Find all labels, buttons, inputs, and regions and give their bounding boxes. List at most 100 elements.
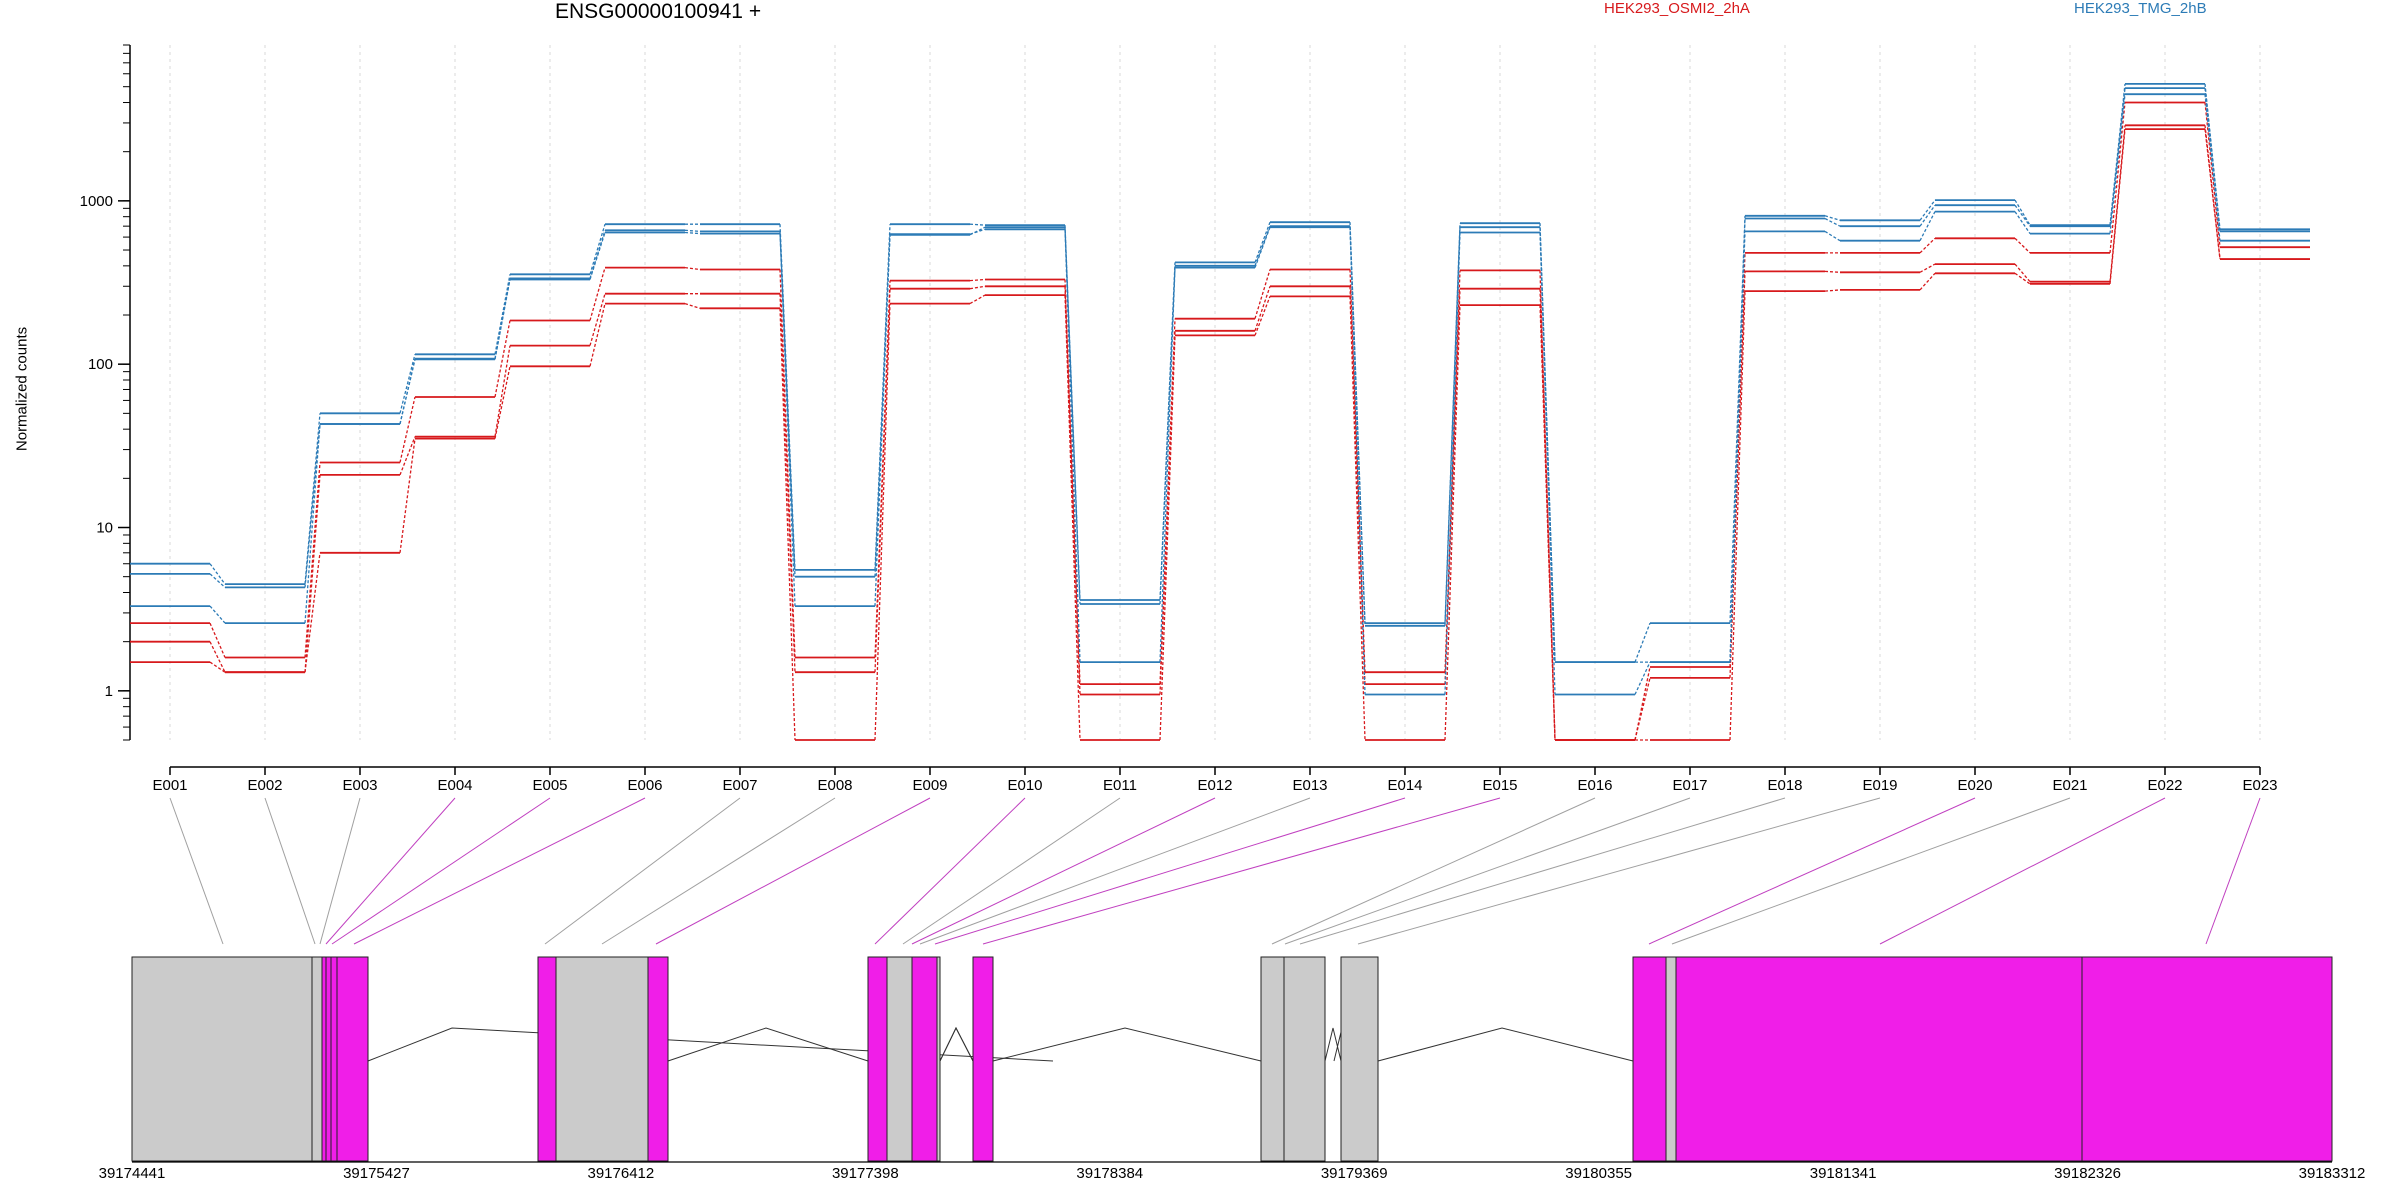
- x-tick-label: E007: [722, 777, 757, 794]
- exon-box: [2081, 956, 2333, 1162]
- series-segments: [130, 124, 2310, 741]
- series-segments: [130, 128, 2310, 741]
- exon-box: [972, 956, 994, 1162]
- x-tick-label: E013: [1292, 777, 1327, 794]
- exon-connector: [655, 797, 931, 945]
- x-tick-label: E023: [2242, 777, 2277, 794]
- exon-connector: [902, 797, 1121, 945]
- exon-connector: [1357, 797, 1881, 945]
- exon-connector: [353, 797, 646, 945]
- x-tick-label: E008: [817, 777, 852, 794]
- exon-connector: [911, 797, 1216, 945]
- x-tick-label: E018: [1767, 777, 1802, 794]
- exon-box: [537, 956, 557, 1162]
- x-tick-label: E020: [1957, 777, 1992, 794]
- series-segments: [130, 93, 2310, 696]
- exon-box: [555, 956, 649, 1162]
- genomic-coordinate-label: 39175427: [343, 1165, 410, 1182]
- exon-box: [325, 956, 332, 1162]
- exon-connector: [319, 797, 361, 945]
- exon-box: [911, 956, 938, 1162]
- x-tick-label: E012: [1197, 777, 1232, 794]
- exon-connector: [919, 797, 1311, 945]
- exon-connector: [169, 797, 224, 945]
- exon-box: [647, 956, 669, 1162]
- x-tick-label: E021: [2052, 777, 2087, 794]
- exon-box: [1340, 956, 1379, 1162]
- genomic-coordinate-label: 39174441: [99, 1165, 166, 1182]
- y-axis-label: Normalized counts: [13, 326, 31, 452]
- chart-title: ENSG00000100941 +: [555, 0, 762, 23]
- series-line: [130, 87, 2310, 663]
- intron-line: [1324, 1027, 1342, 1062]
- exon-box: [1283, 956, 1326, 1162]
- exon-box: [321, 956, 327, 1162]
- exon-box: [867, 956, 888, 1162]
- genomic-coordinate-label: 39178384: [1076, 1165, 1143, 1182]
- series-segments: [130, 101, 2310, 741]
- exon-connector: [325, 797, 456, 945]
- genomic-coordinate-label: 39176412: [588, 1165, 655, 1182]
- genomic-coordinate-label: 39182326: [2054, 1165, 2121, 1182]
- exon-connector: [1271, 797, 1596, 945]
- x-tick-label: E003: [342, 777, 377, 794]
- exon-connector: [601, 797, 836, 945]
- x-tick-label: E009: [912, 777, 947, 794]
- x-tick-label: E022: [2147, 777, 2182, 794]
- intron-line: [992, 1027, 1262, 1062]
- exon-box: [1675, 956, 2083, 1162]
- intron-line: [1377, 1027, 1634, 1062]
- legend-osmi: HEK293_OSMI2_2hA: [1604, 0, 1750, 17]
- x-tick-label: E002: [247, 777, 282, 794]
- exon-connector: [1671, 797, 2071, 945]
- series-connectors: [209, 125, 2221, 741]
- series-connectors: [209, 102, 2221, 741]
- x-tick-label: E016: [1577, 777, 1612, 794]
- exon-connector: [934, 797, 1406, 945]
- series-line: [130, 101, 2310, 741]
- x-tick-label: E011: [1103, 777, 1137, 794]
- series-line: [130, 93, 2310, 696]
- genomic-coordinate-label: 39177398: [832, 1165, 899, 1182]
- series-line: [130, 128, 2310, 741]
- series-connectors: [209, 83, 2221, 663]
- series-segments: [130, 87, 2310, 663]
- legend-tmg: HEK293_TMG_2hB: [2074, 0, 2207, 17]
- exon-box: [311, 956, 323, 1162]
- exon-connector: [1648, 797, 1976, 945]
- x-tick-label: E017: [1672, 777, 1707, 794]
- exon-connector: [1284, 797, 1691, 945]
- exon-box: [1665, 956, 1677, 1162]
- y-tick-label: 1: [105, 683, 113, 700]
- exon-box: [936, 956, 941, 1162]
- exon-box: [886, 956, 913, 1162]
- x-tick-label: E006: [627, 777, 662, 794]
- exon-connector: [982, 797, 1501, 945]
- x-tick-label: E015: [1482, 777, 1517, 794]
- series-connectors: [209, 94, 2221, 695]
- series-segments: [130, 83, 2310, 663]
- y-tick-label: 1000: [80, 193, 113, 210]
- exon-box: [336, 956, 369, 1162]
- exon-box: [1632, 956, 1667, 1162]
- genomic-coordinate-label: 39179369: [1321, 1165, 1388, 1182]
- genomic-coordinate-label: 39180355: [1565, 1165, 1632, 1182]
- x-tick-label: E004: [437, 777, 472, 794]
- y-tick-label: 100: [88, 356, 113, 373]
- exon-connector: [874, 797, 1026, 945]
- intron-line: [367, 1027, 1054, 1062]
- intron-line: [667, 1027, 869, 1062]
- x-tick-label: E005: [532, 777, 567, 794]
- exon-connector: [2205, 797, 2261, 945]
- exon-connector: [1879, 797, 2166, 945]
- x-tick-label: E014: [1387, 777, 1422, 794]
- gene-model: 39174441 39175427 39176412 39177398 39178384…: [99, 797, 2366, 1182]
- exon-connector: [331, 797, 551, 945]
- y-tick-label: 10: [96, 520, 113, 537]
- exon-connector: [1299, 797, 1786, 945]
- genomic-coordinate-label: 39183312: [2299, 1165, 2366, 1182]
- x-tick-label: E001: [152, 777, 187, 794]
- series-connectors: [209, 129, 2221, 741]
- exon-connector: [264, 797, 316, 945]
